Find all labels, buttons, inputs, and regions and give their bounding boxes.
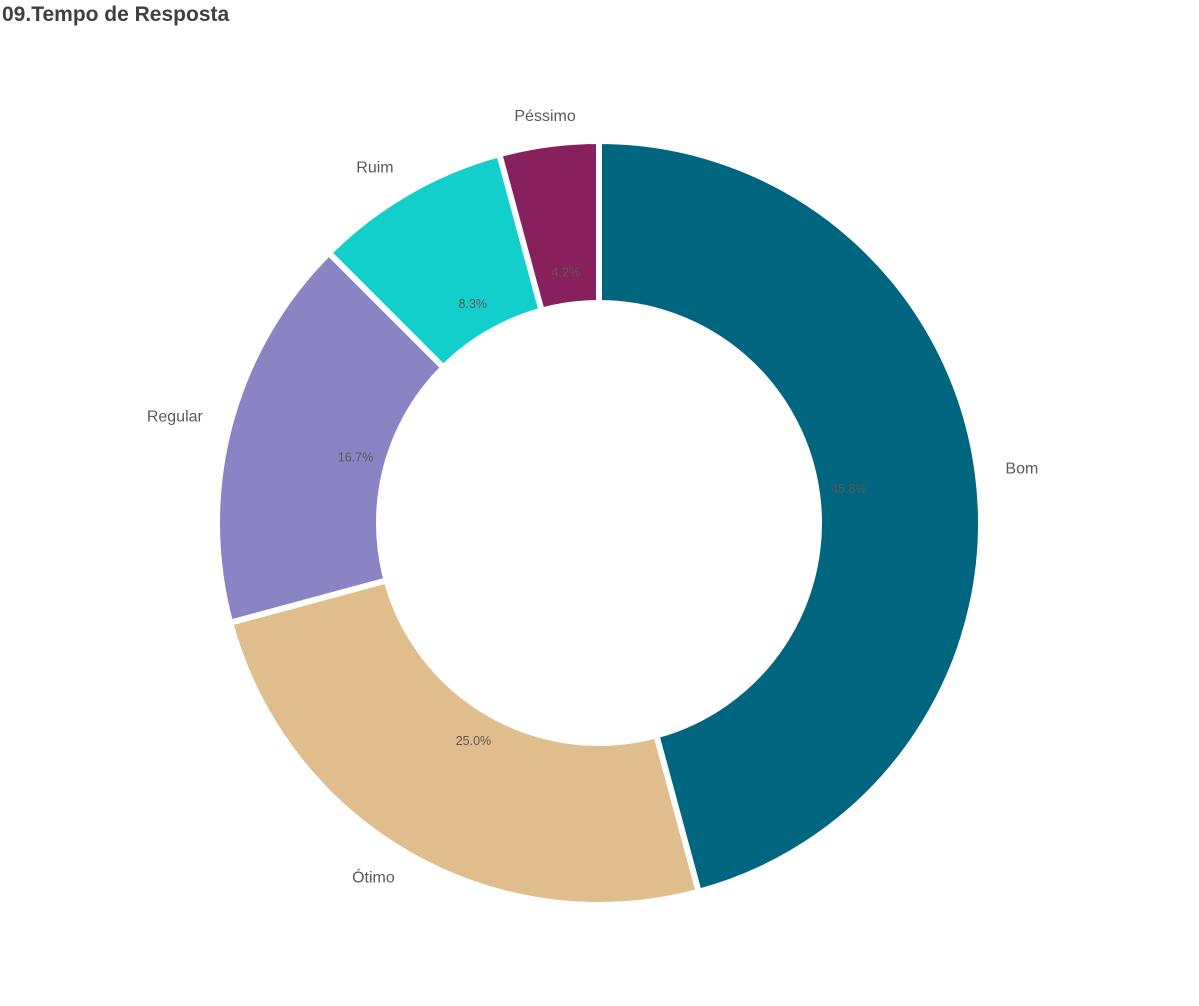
donut-slices xyxy=(214,137,984,908)
slice-pessimo[interactable] xyxy=(495,137,602,315)
slice-bom[interactable] xyxy=(596,137,984,896)
slice-category-label: Ótimo xyxy=(352,868,395,887)
chart-title: 09.Tempo de Resposta xyxy=(2,3,230,26)
donut-labels: 45.8% Bom 25.0% Ótimo 16.7% Regular 8.3% Ruim 4.… xyxy=(147,108,1039,887)
slice-category-label: Ruim xyxy=(356,159,393,176)
slice-value-label: 25.0% xyxy=(456,734,491,748)
slice-value-label: 16.7% xyxy=(338,450,373,464)
slice-category-label: Péssimo xyxy=(514,108,575,125)
slice-otimo[interactable] xyxy=(226,576,703,908)
slice-category-label: Bom xyxy=(1005,460,1038,477)
slice-category-label: Regular xyxy=(147,409,204,426)
slice-value-label: 45.8% xyxy=(831,482,866,496)
slice-regular[interactable] xyxy=(214,248,448,627)
slice-value-label: 4.2% xyxy=(552,265,581,279)
slice-value-label: 8.3% xyxy=(459,297,488,311)
